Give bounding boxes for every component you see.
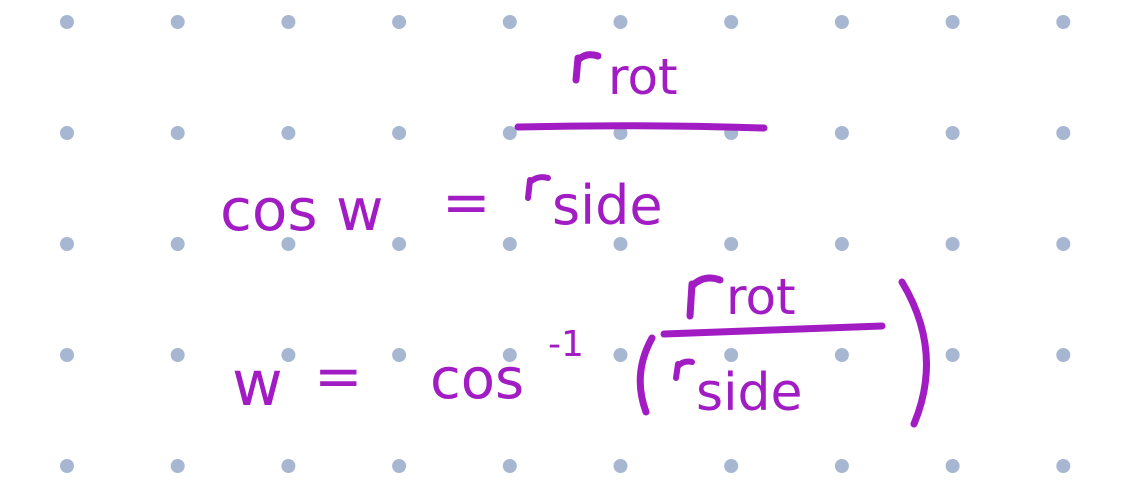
equation-1-denominator: side — [552, 174, 663, 237]
grid-dot — [170, 348, 185, 362]
grid-dot — [834, 237, 849, 251]
grid-dot — [1056, 237, 1071, 251]
grid-dot — [945, 459, 960, 473]
grid-dot — [60, 15, 74, 29]
grid-dot — [724, 15, 739, 29]
grid-dot — [170, 126, 185, 140]
grid-dot — [281, 126, 296, 140]
grid-dot — [613, 15, 628, 29]
grid-dot — [281, 15, 296, 29]
equation-2-exponent: -1 — [548, 324, 584, 365]
grid-dot — [502, 126, 517, 140]
grid-dot — [281, 459, 296, 473]
grid-dot — [1056, 15, 1071, 29]
grid-dot — [613, 126, 628, 140]
equation-2: w = cos -1 rot side — [232, 268, 930, 428]
equation-2-close-paren — [898, 278, 930, 428]
grid-dot — [392, 459, 407, 473]
grid-dot — [392, 126, 407, 140]
grid-dot — [945, 237, 960, 251]
grid-dot — [502, 348, 517, 362]
grid-dot — [724, 459, 739, 473]
equation-1-lhs: cos w — [220, 176, 383, 244]
grid-dot — [834, 348, 849, 362]
grid-dot — [724, 237, 739, 251]
grid-dot — [834, 15, 849, 29]
equation-2-equals: = — [314, 342, 363, 410]
grid-dot — [1056, 348, 1071, 362]
equation-1-numerator: rot — [608, 48, 678, 106]
grid-dot — [502, 15, 517, 29]
grid-dot — [945, 126, 960, 140]
grid-dot — [502, 459, 517, 473]
equation-2-fraction-bar — [660, 322, 886, 338]
grid-dot — [834, 459, 849, 473]
equation-2-function: cos — [430, 347, 524, 412]
grid-dot — [60, 126, 74, 140]
grid-dot — [613, 348, 628, 362]
grid-dot — [502, 237, 517, 251]
grid-dot — [834, 126, 849, 140]
grid-dot — [1056, 126, 1071, 140]
equation-2-lhs: w — [232, 347, 283, 420]
grid-dot — [392, 348, 407, 362]
equation-2-numerator: rot — [726, 268, 796, 326]
equation-1-denominator-r-hook — [525, 174, 551, 201]
equation-1-numerator-r-hook — [572, 51, 602, 84]
equation-2-open-paren — [636, 334, 656, 416]
grid-dot — [60, 237, 74, 251]
grid-dot — [613, 237, 628, 251]
grid-dot — [60, 459, 74, 473]
grid-dot — [170, 15, 185, 29]
equation-2-denominator: side — [696, 363, 803, 423]
equation-1: cos w = rot side — [220, 48, 768, 244]
grid-dot — [945, 15, 960, 29]
equation-1-equals: = — [442, 168, 491, 236]
equation-2-denominator-r-hook — [673, 358, 695, 381]
grid-dot — [281, 348, 296, 362]
grid-dot — [945, 348, 960, 362]
equation-1-fraction-bar — [514, 122, 768, 132]
grid-dot — [281, 237, 296, 251]
grid-dot — [170, 459, 185, 473]
grid-dot — [392, 237, 407, 251]
grid-dot — [613, 459, 628, 473]
grid-dot — [392, 15, 407, 29]
grid-dot — [724, 348, 739, 362]
grid-dot — [60, 348, 74, 362]
grid-dot — [170, 237, 185, 251]
grid-dot — [1056, 459, 1071, 473]
equation-2-numerator-r-hook — [686, 274, 724, 320]
